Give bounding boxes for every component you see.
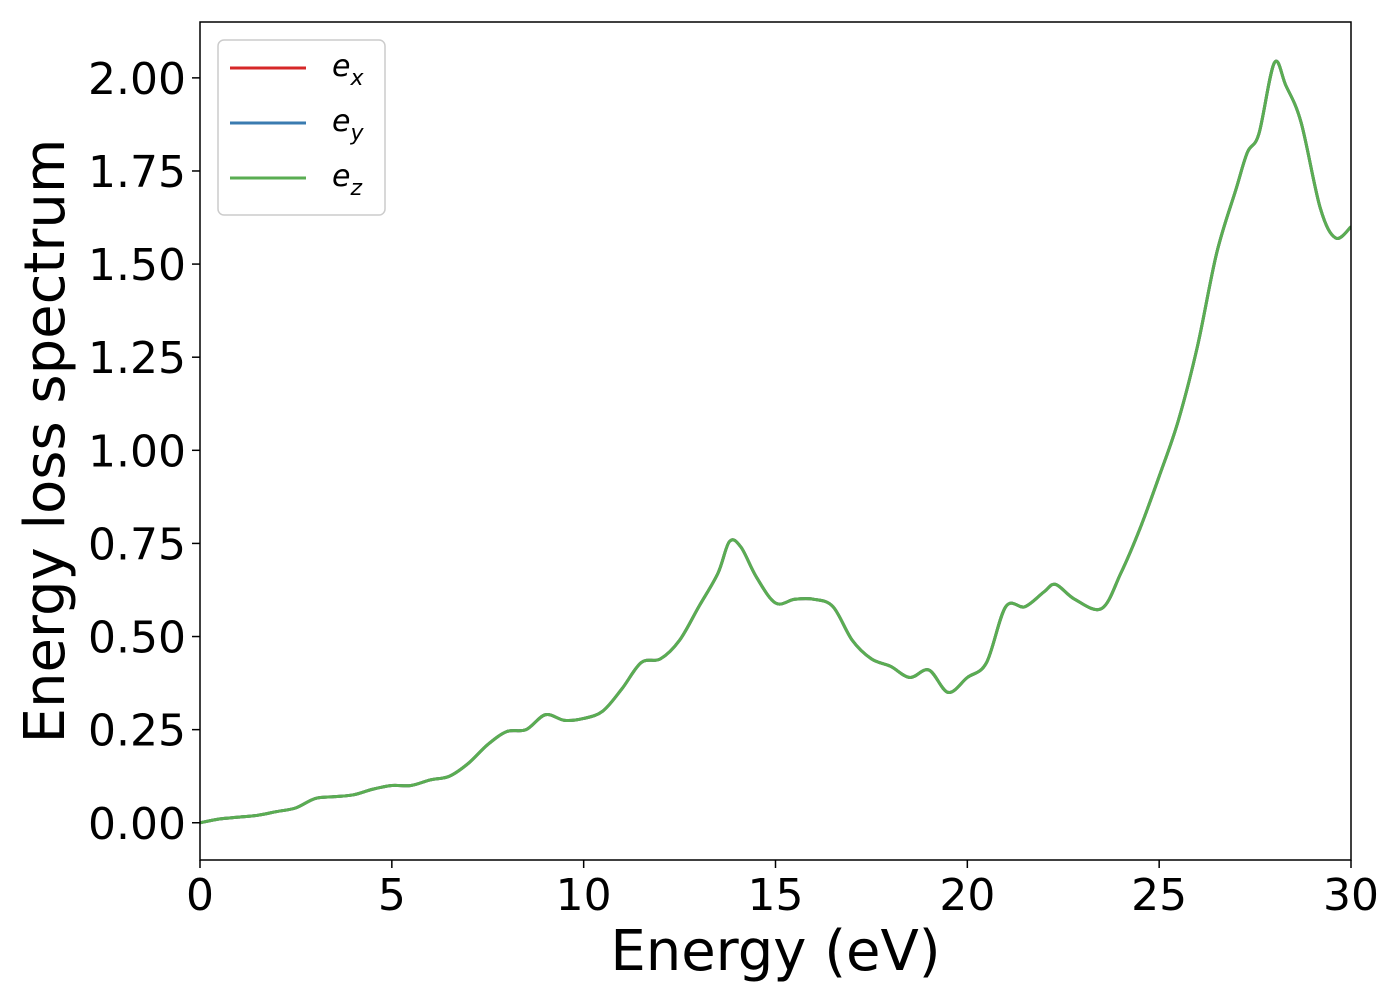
legend-label-main: e: [332, 159, 350, 194]
y-tick-label: 0.50: [88, 613, 186, 664]
legend-box: [217, 39, 386, 216]
y-axis: 0.00 0.25 0.50 0.75 1.00 1.25 1.50 1.75 2.00: [88, 54, 200, 850]
y-tick-label: 1.75: [88, 147, 186, 198]
y-tick-label: 2.00: [88, 54, 186, 105]
legend-label-main: e: [332, 104, 350, 139]
legend-label-e-x: ex: [332, 49, 364, 91]
x-tick-label: 25: [1131, 870, 1187, 921]
y-tick-label: 1.50: [88, 240, 186, 291]
x-tick-label: 0: [186, 870, 214, 921]
legend-label-e-y: ey: [332, 104, 364, 146]
x-axis-label: Energy (eV): [610, 919, 940, 984]
y-tick-label: 0.00: [88, 799, 186, 850]
y-tick-label: 1.25: [88, 333, 186, 384]
legend-label-subscript: z: [349, 176, 362, 201]
y-axis-label: Energy loss spectrum: [13, 139, 78, 744]
x-tick-label: 20: [939, 870, 995, 921]
series-line-e-z: [200, 59, 1351, 825]
legend-label-main: e: [332, 49, 350, 84]
y-tick-label: 1.00: [88, 426, 186, 477]
x-tick-label: 15: [748, 870, 804, 921]
legend-label-subscript: y: [349, 121, 364, 146]
x-tick-label: 30: [1323, 870, 1379, 921]
legend-label-e-z: ez: [332, 159, 362, 201]
x-tick-label: 10: [556, 870, 612, 921]
y-tick-label: 0.25: [88, 706, 186, 757]
legend-label-subscript: x: [349, 66, 364, 91]
x-axis: 0 5 10 15 20 25 30: [186, 860, 1379, 921]
x-tick-label: 5: [378, 870, 406, 921]
y-tick-label: 0.75: [88, 519, 186, 570]
series-layer: [200, 59, 1351, 825]
